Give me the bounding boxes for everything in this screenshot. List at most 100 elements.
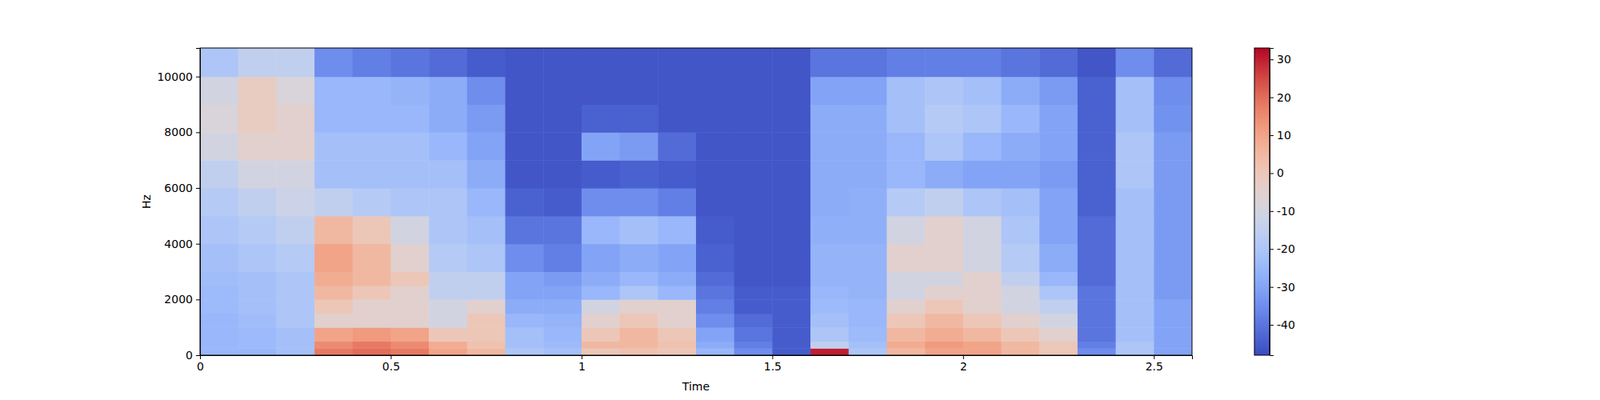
heatmap-cell <box>1116 188 1155 216</box>
heatmap-cell <box>543 244 582 272</box>
plot-frame <box>200 48 1192 356</box>
heatmap-cell <box>1116 160 1155 188</box>
heatmap-cell <box>772 188 811 216</box>
heatmap-cell <box>238 244 277 272</box>
heatmap-cell <box>314 272 353 287</box>
heatmap-cell <box>1001 313 1040 328</box>
heatmap-cell <box>200 160 239 188</box>
heatmap-cell <box>314 327 353 342</box>
tick-mark <box>1269 172 1274 174</box>
heatmap-cell <box>696 188 735 216</box>
heatmap-cell <box>1001 104 1040 133</box>
heatmap-cell <box>620 299 659 314</box>
heatmap-cell <box>1039 188 1078 216</box>
heatmap-cell <box>620 160 659 188</box>
heatmap-cell <box>543 132 582 160</box>
heatmap-cell <box>428 341 468 349</box>
heatmap-cell <box>505 341 544 349</box>
heatmap-cell <box>467 216 506 244</box>
heatmap-cell <box>390 160 429 188</box>
heatmap-cell <box>200 104 239 133</box>
heatmap-cell <box>848 132 888 160</box>
heatmap-cell <box>390 327 429 342</box>
heatmap-cell <box>276 188 315 216</box>
heatmap-cell <box>924 160 964 188</box>
heatmap-cell <box>696 341 735 349</box>
heatmap-cell <box>314 104 353 133</box>
colorbar-tick: 20 <box>1269 91 1292 104</box>
heatmap-cell <box>620 188 659 216</box>
heatmap-cell <box>390 299 429 314</box>
heatmap-cell <box>772 132 811 160</box>
tick-mark <box>196 132 200 133</box>
heatmap-cell <box>352 299 392 314</box>
tick: 0 <box>185 348 200 362</box>
tick: 0.5 <box>382 355 400 373</box>
heatmap-cell <box>581 76 620 105</box>
heatmap-cell <box>734 285 773 300</box>
heatmap-cell <box>505 299 544 314</box>
heatmap-cell <box>428 76 468 105</box>
tick-label: 0.5 <box>382 360 400 373</box>
heatmap-cell <box>924 313 964 328</box>
heatmap-cell <box>505 244 544 272</box>
tick: 4000 <box>164 237 200 251</box>
heatmap-cell <box>1153 188 1192 216</box>
heatmap-cell <box>1001 132 1040 160</box>
tick: 2000 <box>164 292 200 306</box>
heatmap-cell <box>276 313 315 328</box>
heatmap-cell <box>314 313 353 328</box>
heatmap-cell <box>390 285 429 300</box>
heatmap-cell <box>238 48 277 77</box>
tick-label: 1.5 <box>764 360 782 373</box>
heatmap-cell <box>886 299 925 314</box>
x-axis: 00.511.522.5 <box>196 355 1192 373</box>
tick: 1.5 <box>764 355 782 373</box>
heatmap-cell <box>276 285 315 300</box>
heatmap-cell <box>848 104 888 133</box>
heatmap-cell <box>657 48 696 77</box>
heatmap-cell <box>886 348 925 356</box>
colorbar-tick: -10 <box>1269 204 1296 218</box>
heatmap-cell <box>772 313 811 328</box>
heatmap-cell <box>390 348 429 356</box>
heatmap-cell <box>1153 76 1192 105</box>
tick-mark <box>1269 324 1274 326</box>
heatmap-cell <box>581 348 620 356</box>
heatmap-cell <box>1001 76 1040 105</box>
tick-mark <box>772 355 773 360</box>
tick: 0 <box>196 355 204 373</box>
heatmap-cell <box>467 48 506 77</box>
tick-label: -40 <box>1276 318 1296 332</box>
tick-label: -30 <box>1276 280 1296 294</box>
heatmap-cell <box>1001 299 1040 314</box>
heatmap-cell <box>886 313 925 328</box>
heatmap-cell <box>772 272 811 287</box>
heatmap-cell <box>467 341 506 349</box>
heatmap-cell <box>276 216 315 244</box>
axis-line <box>200 356 1193 360</box>
heatmap-cell <box>810 285 849 300</box>
heatmap-cell <box>1001 285 1040 300</box>
heatmap-cell <box>543 285 582 300</box>
heatmap-cell <box>1153 216 1192 244</box>
heatmap-cell <box>505 160 544 188</box>
heatmap-cell <box>734 341 773 349</box>
heatmap-cell <box>696 313 735 328</box>
heatmap-cell <box>1001 348 1040 356</box>
heatmap-cell <box>810 244 849 272</box>
heatmap-cell <box>963 132 1002 160</box>
heatmap-cell <box>734 272 773 287</box>
heatmap-cell <box>772 327 811 342</box>
heatmap-cell <box>276 244 315 272</box>
tick-label: 20 <box>1276 91 1292 104</box>
heatmap-cell <box>1116 216 1155 244</box>
heatmap-cell <box>505 104 544 133</box>
heatmap-cell <box>200 327 239 342</box>
tick-label: 10 <box>1276 128 1292 142</box>
heatmap-cell <box>810 160 849 188</box>
heatmap-cell <box>543 76 582 105</box>
heatmap-cell <box>810 216 849 244</box>
heatmap-cell <box>428 272 468 287</box>
tick-label: 2 <box>960 360 968 373</box>
